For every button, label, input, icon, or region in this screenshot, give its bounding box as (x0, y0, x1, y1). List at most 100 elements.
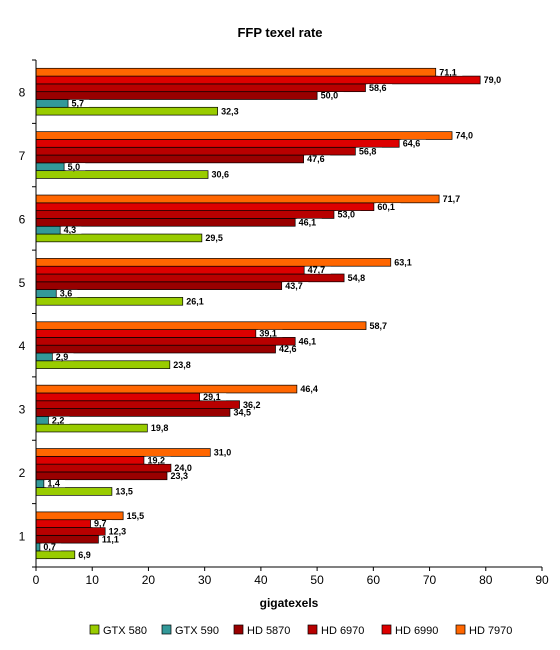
data-label: 2,2 (52, 415, 65, 425)
data-label: 39,1 (259, 329, 277, 339)
data-label-bg (76, 551, 96, 559)
data-label-bg (50, 416, 70, 424)
y-tick-label: 2 (19, 466, 26, 480)
data-label: 29,5 (205, 233, 223, 243)
data-label: 15,5 (127, 511, 145, 521)
data-label-bg (305, 155, 331, 163)
x-tick-label: 10 (86, 573, 100, 587)
data-label: 26,1 (186, 296, 204, 306)
bar (35, 297, 184, 306)
data-label-bg (171, 361, 197, 369)
data-label-bg (401, 139, 426, 147)
data-label: 0,7 (43, 542, 56, 552)
bar (35, 83, 366, 93)
data-label-bg (107, 527, 132, 536)
data-label-bg (54, 353, 74, 361)
data-label-bg (335, 210, 361, 219)
data-label: 4,3 (64, 225, 77, 235)
legend-swatch (307, 624, 318, 635)
data-label: 32,3 (221, 106, 239, 116)
bar (35, 542, 41, 552)
data-label: 46,1 (299, 217, 317, 227)
data-label-bg (257, 329, 283, 338)
data-label: 47,6 (307, 154, 325, 164)
data-label: 36,2 (243, 400, 261, 410)
data-label-bg (357, 147, 382, 155)
data-label-bg (297, 218, 322, 226)
x-tick-label: 70 (423, 573, 437, 587)
data-label-bg (319, 91, 344, 100)
legend-swatch (455, 624, 466, 635)
data-label-bg (297, 337, 322, 345)
data-label: 29,1 (203, 392, 221, 402)
bar (35, 75, 481, 85)
data-label: 19,2 (147, 455, 165, 465)
data-label: 1,4 (47, 479, 60, 489)
data-label: 63,1 (394, 257, 412, 267)
data-label-bg (149, 424, 174, 432)
legend-swatch (381, 624, 392, 635)
data-labels-layer: 6,9 0,7 11,112,39,7 15,5 13,5 1,4 23,324,0 19,2… (41, 67, 507, 560)
data-label-bg (58, 289, 78, 298)
data-label-bg (125, 512, 150, 520)
data-label: 47,7 (308, 265, 326, 275)
bar (35, 139, 400, 148)
y-tick-label: 6 (19, 212, 26, 226)
data-label-bg (172, 464, 198, 472)
bar (35, 408, 231, 417)
legend-label: HD 7970 (469, 625, 512, 637)
bar (35, 448, 211, 457)
legend-swatch (161, 624, 172, 635)
data-label: 30,6 (212, 170, 230, 180)
y-tick-label: 5 (19, 276, 26, 290)
x-tick-label: 30 (198, 573, 212, 587)
legend-label: GTX 590 (175, 625, 219, 637)
data-label: 71,1 (439, 67, 457, 77)
data-label-bg (367, 84, 393, 92)
y-tick-label: 8 (19, 86, 26, 100)
x-tick-label: 60 (367, 573, 381, 587)
legend-swatch (89, 624, 100, 635)
bar (35, 258, 392, 267)
data-label: 42,6 (279, 344, 297, 354)
data-label-bg (210, 170, 235, 179)
x-ticks: 0 10 20 30 40 50 60 70 80 90 (33, 567, 549, 587)
x-tick-label: 20 (142, 573, 156, 587)
bar (35, 202, 375, 211)
y-ticks: 1 2 3 4 5 6 7 8 (19, 59, 36, 568)
data-label-bg (184, 297, 210, 305)
data-label-bg (201, 393, 227, 401)
data-label-bg (231, 408, 257, 417)
bar (35, 479, 45, 488)
bar (35, 384, 298, 394)
data-label: 64,6 (403, 138, 421, 148)
data-label-bg (168, 472, 194, 480)
data-label: 56,8 (359, 146, 377, 156)
bar (35, 67, 437, 77)
legend-label: HD 6990 (395, 625, 438, 637)
bar (35, 131, 453, 140)
bar (35, 162, 65, 172)
data-label: 71,7 (443, 194, 461, 204)
data-label: 43,7 (285, 281, 303, 291)
data-label-bg (283, 282, 309, 290)
legend-swatch (233, 624, 244, 635)
data-label-bg (62, 226, 82, 234)
x-tick-label: 80 (479, 573, 493, 587)
data-label: 34,5 (233, 408, 251, 418)
data-label: 12,3 (109, 527, 127, 537)
data-label: 31,0 (214, 448, 232, 458)
bar (35, 99, 69, 108)
bar (35, 225, 61, 235)
data-label: 6,9 (78, 550, 91, 560)
data-label-bg (145, 456, 171, 464)
data-label-bg (219, 107, 245, 115)
x-axis-title: gigatexels (260, 596, 319, 610)
data-label-bg (375, 203, 401, 211)
bar (35, 337, 296, 346)
data-label-bg (368, 322, 393, 330)
data-label-bg (92, 520, 112, 528)
x-tick-label: 0 (33, 573, 40, 587)
